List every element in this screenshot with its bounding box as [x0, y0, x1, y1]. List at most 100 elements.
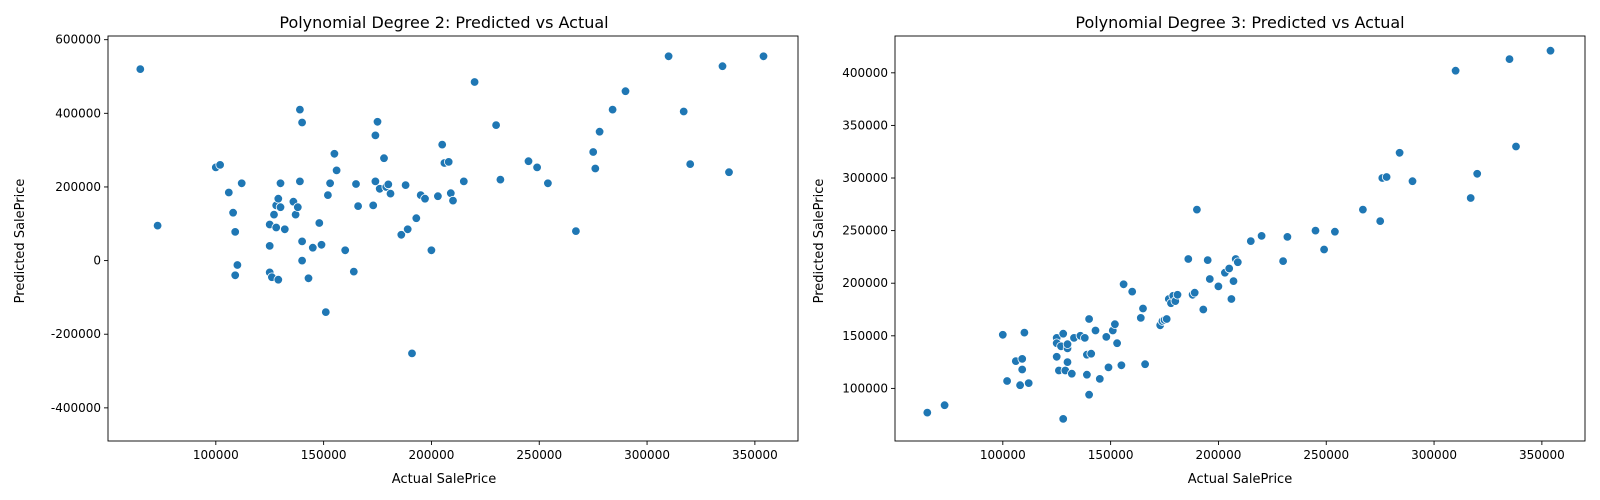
- x-tick-label: 150000: [301, 448, 347, 462]
- data-point: [273, 275, 284, 285]
- data-point: [1465, 193, 1476, 203]
- data-point: [663, 51, 674, 62]
- y-tick-label: 200000: [55, 180, 101, 194]
- y-tick-label: -200000: [51, 327, 101, 341]
- data-point: [400, 180, 411, 190]
- data-point: [1224, 263, 1234, 274]
- data-point: [1084, 314, 1094, 324]
- data-point: [1189, 288, 1200, 298]
- x-tick-label: 250000: [516, 448, 562, 462]
- data-point: [1101, 332, 1112, 342]
- y-axis-label: Predicted SalePrice: [812, 179, 827, 304]
- data-point: [1375, 216, 1385, 226]
- data-point: [321, 307, 331, 317]
- data-point: [308, 242, 318, 253]
- data-point: [340, 245, 350, 256]
- chart-title: Polynomial Degree 2: Predicted vs Actual: [279, 13, 608, 32]
- data-point: [448, 195, 458, 206]
- data-point: [607, 104, 618, 115]
- x-tick-label: 200000: [1196, 448, 1242, 462]
- y-tick-label: 350000: [842, 118, 888, 132]
- data-point: [1017, 364, 1027, 375]
- data-point: [1407, 176, 1418, 186]
- data-point: [265, 241, 275, 251]
- data-point: [297, 117, 307, 128]
- data-point: [1084, 390, 1094, 400]
- y-axis-label: Predicted SalePrice: [13, 179, 28, 304]
- data-point: [1192, 204, 1202, 215]
- data-point: [939, 400, 950, 410]
- x-axis-label: Actual SalePrice: [1188, 472, 1292, 487]
- data-point: [543, 178, 553, 189]
- chart-title: Polynomial Degree 3: Predicted vs Actual: [1075, 13, 1404, 32]
- x-axis-ticks: 100000 150000 200000 250000 300000 350000: [980, 441, 1565, 462]
- data-point: [1198, 304, 1209, 315]
- data-point: [1330, 226, 1340, 237]
- data-point: [1062, 339, 1073, 349]
- data-point: [724, 167, 734, 177]
- data-point: [329, 149, 340, 159]
- data-points: [135, 51, 769, 359]
- data-point: [293, 202, 303, 212]
- data-point: [316, 240, 327, 250]
- x-tick-label: 300000: [624, 448, 670, 462]
- data-point: [495, 174, 506, 185]
- data-point: [273, 193, 284, 204]
- data-point: [368, 200, 378, 211]
- data-point: [1136, 313, 1146, 323]
- x-tick-label: 200000: [409, 448, 455, 462]
- data-point: [295, 176, 305, 187]
- plot-frame: [107, 35, 799, 442]
- data-point: [372, 117, 383, 127]
- data-point: [588, 147, 598, 157]
- data-point: [1358, 204, 1368, 215]
- data-point: [1226, 294, 1237, 304]
- data-point: [271, 222, 281, 233]
- y-tick-label: 400000: [55, 106, 101, 120]
- data-point: [232, 260, 243, 270]
- y-tick-label: 200000: [842, 276, 888, 290]
- data-point: [998, 330, 1008, 340]
- data-point: [1095, 374, 1105, 384]
- data-point: [1504, 54, 1515, 64]
- data-point: [1472, 169, 1482, 179]
- x-tick-label: 300000: [1411, 448, 1457, 462]
- x-tick-label: 250000: [1303, 448, 1349, 462]
- data-point: [469, 77, 480, 87]
- data-point: [215, 160, 225, 170]
- data-point: [1213, 281, 1224, 292]
- x-tick-label: 100000: [980, 448, 1026, 462]
- data-point: [325, 178, 335, 189]
- plot-frame: [894, 35, 1586, 442]
- x-axis-ticks: 100000 150000 200000 250000 300000 350000: [193, 441, 778, 462]
- y-tick-label: 400000: [842, 66, 888, 80]
- data-point: [922, 407, 933, 418]
- data-point: [444, 157, 454, 167]
- data-point: [1310, 225, 1321, 236]
- data-point: [331, 165, 342, 176]
- data-point: [1062, 357, 1073, 367]
- data-point: [297, 236, 307, 247]
- data-point: [1256, 231, 1267, 241]
- data-point: [1172, 290, 1183, 300]
- data-point: [1319, 244, 1329, 255]
- data-point: [1090, 325, 1101, 336]
- data-point: [1080, 333, 1090, 343]
- data-point: [135, 64, 146, 74]
- data-point: [620, 86, 631, 96]
- y-tick-label: 600000: [55, 33, 101, 47]
- data-point: [152, 220, 163, 231]
- data-point: [594, 126, 605, 137]
- y-axis-ticks: -400000 -200000 0 200000 400000 600000: [51, 33, 108, 415]
- data-point: [491, 120, 501, 130]
- data-point: [1082, 370, 1092, 380]
- data-point: [1394, 148, 1405, 158]
- x-axis-label: Actual SalePrice: [392, 472, 496, 487]
- data-point: [228, 207, 238, 218]
- data-point: [1051, 352, 1062, 362]
- data-point: [297, 255, 307, 266]
- data-point: [314, 218, 325, 228]
- y-tick-label: -400000: [51, 401, 101, 415]
